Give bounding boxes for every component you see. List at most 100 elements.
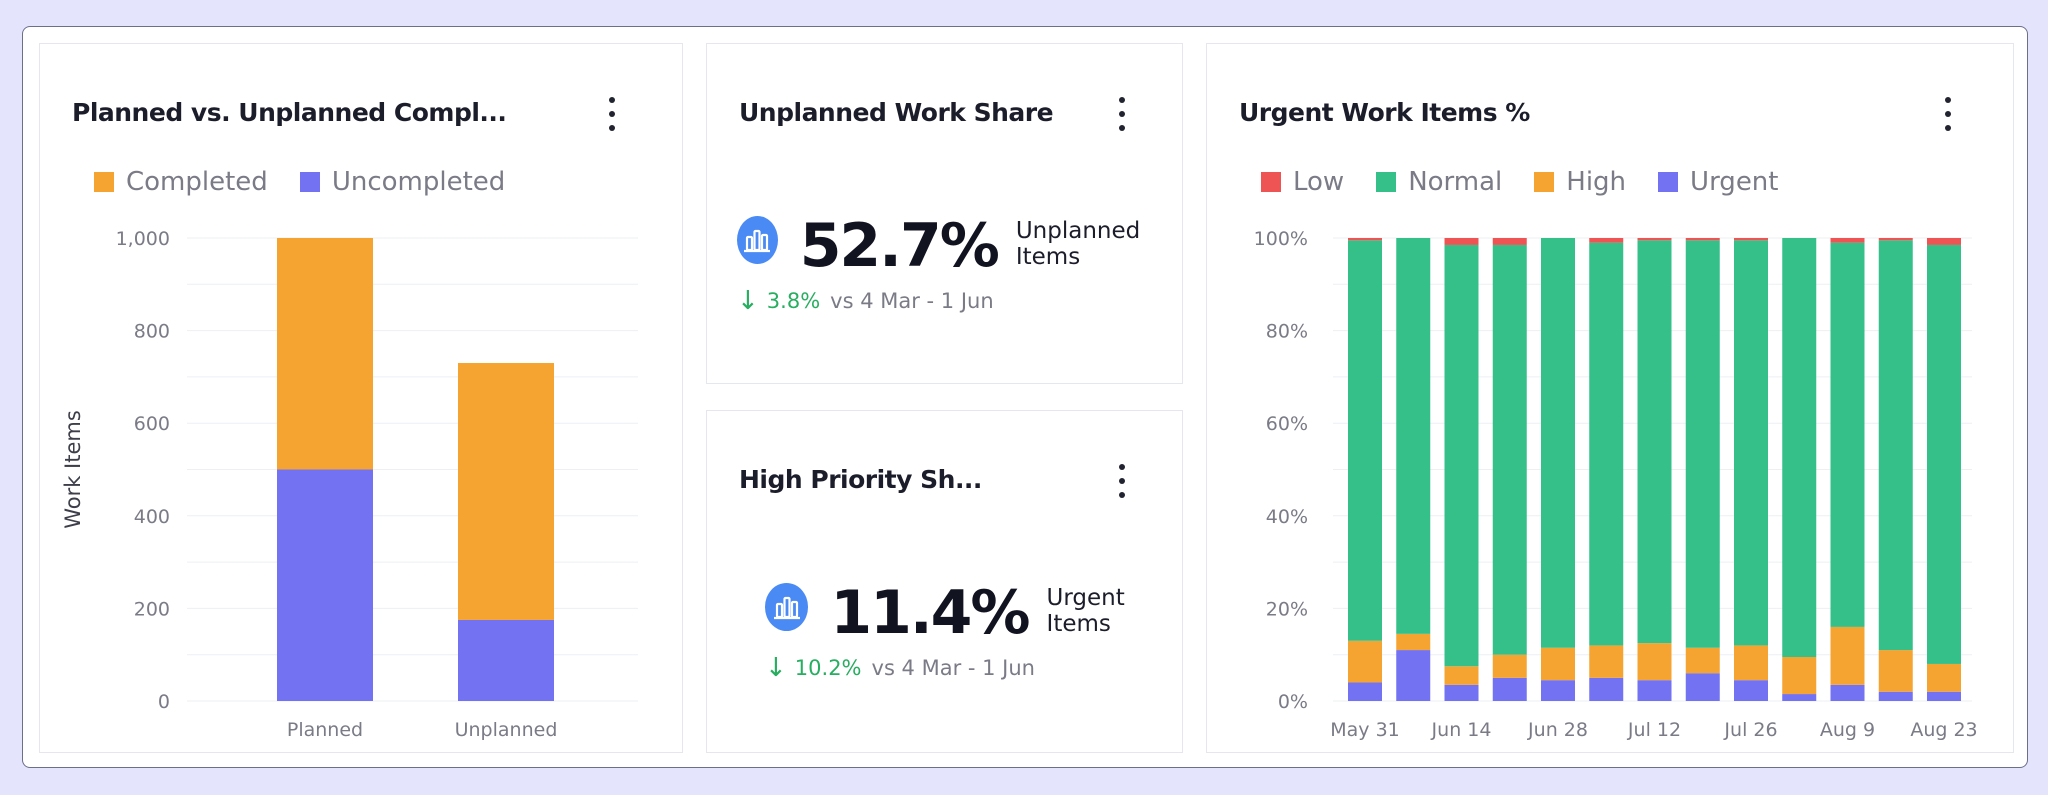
kebab-menu-icon[interactable]	[1108, 94, 1136, 134]
arrow-down-icon: ↓	[737, 286, 759, 316]
bar-segment-low	[1685, 238, 1720, 241]
bar-segment-high	[1830, 626, 1865, 685]
kebab-menu-icon[interactable]	[1108, 461, 1136, 501]
legend-swatch	[1534, 172, 1555, 192]
kpi-delta: ↓ 10.2% vs 4 Mar - 1 Jun	[765, 653, 1035, 683]
x-tick-label: Aug 23	[1910, 719, 1977, 741]
high-priority-share-card: High Priority Sh... 11.4% Urgent Items ↓…	[706, 410, 1183, 753]
legend-item-normal[interactable]: Normal	[1376, 167, 1502, 197]
bar-segment-high	[1878, 650, 1913, 692]
bar-segment-low	[1348, 238, 1382, 241]
kpi-value: 11.4%	[830, 578, 1030, 648]
legend-swatch	[1261, 172, 1281, 192]
bar-segment-normal	[1348, 240, 1382, 641]
bar-segment-normal	[1734, 240, 1768, 646]
bar-segment-completed	[458, 363, 554, 620]
bar-segment-normal	[1541, 238, 1575, 648]
x-tick-label: Aug 9	[1820, 719, 1875, 741]
bar-segment-normal	[1782, 238, 1817, 658]
urgent-work-items-card: Urgent Work Items % Low Normal High Urge…	[1206, 43, 2014, 753]
bar-segment-urgent	[1830, 684, 1865, 701]
kebab-menu-icon[interactable]	[1934, 94, 1962, 134]
kpi-delta: ↓ 3.8% vs 4 Mar - 1 Jun	[737, 286, 994, 316]
x-tick-label: May 31	[1330, 719, 1400, 741]
x-tick-label: Jun 14	[1431, 719, 1492, 741]
urgent-work-items-chart: 0% 20% 40% 60% 80% 100% May 31 Jun 14 Jun 28 Jul …	[1254, 228, 1978, 741]
y-tick-label: 800	[134, 321, 170, 343]
planned-unplanned-chart: 0 200 400 600 800 1,000 Work Items Planned Unpla…	[61, 228, 638, 741]
bar-segment-low	[1734, 238, 1768, 241]
delta-value: 3.8%	[766, 289, 821, 313]
arrow-down-icon: ↓	[765, 653, 787, 683]
card-title: Planned vs. Unplanned Compl...	[72, 98, 507, 127]
bar-segment-high	[1348, 640, 1382, 683]
x-tick-label: Jul 26	[1723, 719, 1777, 741]
bar-segment-normal	[1589, 242, 1624, 646]
y-axis-label: Work Items	[61, 410, 85, 529]
unplanned-work-share-card: Unplanned Work Share 52.7% Unplanned Ite…	[706, 43, 1183, 384]
bar-segment-high	[1541, 647, 1575, 681]
legend-label: Normal	[1408, 167, 1503, 197]
legend-swatch	[1376, 172, 1397, 192]
dashboard-frame: Planned vs. Unplanned Compl... Completed…	[22, 26, 2028, 768]
card-title: Unplanned Work Share	[739, 98, 1054, 127]
kpi-row: 52.7% Unplanned Items	[737, 216, 1182, 276]
bar-segment-urgent	[1589, 677, 1624, 701]
bar-segment-high	[1589, 645, 1624, 678]
card-title: High Priority Sh...	[739, 465, 982, 494]
y-tick-label: 200	[134, 598, 170, 620]
bar-segment-uncompleted	[277, 469, 373, 701]
bar-segment-normal	[1492, 244, 1527, 655]
bar-segment-completed	[277, 238, 373, 470]
bar-segment-high	[1685, 647, 1720, 674]
y-tick-label: 0	[158, 691, 170, 713]
bar-segment-urgent	[1492, 677, 1527, 701]
legend-item-urgent[interactable]: Urgent	[1658, 167, 1778, 197]
bar-segment-urgent	[1734, 680, 1768, 701]
y-tick-label: 20%	[1266, 598, 1308, 620]
y-tick-label: 0%	[1278, 691, 1308, 713]
delta-value: 10.2%	[794, 656, 862, 680]
bar-segment-normal	[1637, 240, 1672, 644]
bar-segment-high	[1734, 645, 1768, 681]
y-tick-label: 100%	[1254, 228, 1308, 250]
kpi-unit: Urgent Items	[1046, 585, 1125, 637]
bar-segment-low	[1492, 238, 1527, 245]
y-tick-label: 600	[134, 413, 170, 435]
legend-label: High	[1566, 167, 1627, 197]
chart-legend: Low Normal High Urgent	[1261, 167, 1778, 197]
kpi-value: 52.7%	[799, 211, 1000, 281]
bar-segment-urgent	[1396, 650, 1431, 701]
comparison-period: vs 4 Mar - 1 Jun	[871, 656, 1035, 680]
legend-item-low[interactable]: Low	[1261, 167, 1344, 197]
kpi-row: 11.4% Urgent Items	[765, 583, 1182, 643]
bar-segment-urgent	[1541, 680, 1575, 701]
bar-segment-high	[1396, 633, 1431, 651]
kebab-menu-icon[interactable]	[598, 94, 626, 134]
bar-segment-normal	[1396, 238, 1431, 634]
planned-vs-unplanned-card: Planned vs. Unplanned Compl... Completed…	[39, 43, 683, 753]
bar-segment-low	[1589, 238, 1624, 243]
y-tick-label: 40%	[1266, 506, 1308, 528]
legend-item-high[interactable]: High	[1534, 167, 1626, 197]
legend-item-completed[interactable]: Completed	[94, 167, 268, 197]
comparison-period: vs 4 Mar - 1 Jun	[830, 289, 994, 313]
bar-segment-normal	[1927, 244, 1961, 664]
legend-item-uncompleted[interactable]: Uncompleted	[299, 167, 506, 197]
bar-segment-urgent	[1782, 694, 1817, 701]
bar-chart-icon	[765, 583, 809, 631]
chart-legend: Completed Uncompleted	[94, 167, 505, 197]
legend-label: Low	[1293, 167, 1345, 197]
bar-segment-normal	[1685, 240, 1720, 648]
bar-segment-high	[1637, 643, 1672, 681]
x-tick-label: Jun 28	[1527, 719, 1588, 741]
legend-swatch	[1658, 172, 1679, 192]
x-tick-label: Planned	[287, 719, 363, 741]
bar-chart-icon	[737, 216, 778, 264]
bar-segment-high	[1927, 663, 1961, 692]
legend-swatch	[94, 172, 114, 192]
legend-label: Uncompleted	[331, 167, 506, 197]
bar-segment-normal	[1830, 242, 1865, 627]
bar-segment-urgent	[1685, 673, 1720, 701]
bar-segment-uncompleted	[458, 619, 554, 701]
